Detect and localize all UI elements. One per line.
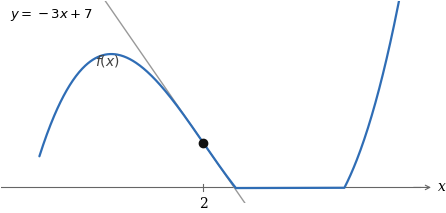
Text: x: x [438,180,446,194]
Text: $f(x)$: $f(x)$ [95,53,120,69]
Text: 2: 2 [199,197,208,211]
Text: $y = -3x + 7$: $y = -3x + 7$ [10,7,92,23]
